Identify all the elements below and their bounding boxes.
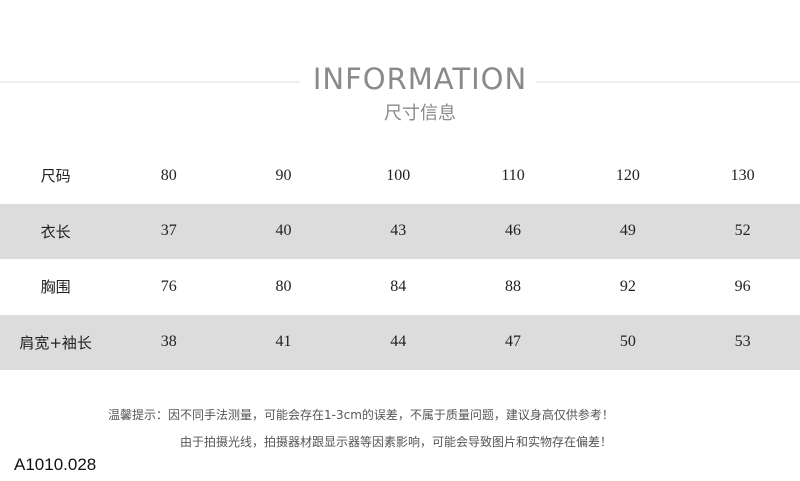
table-row: 胸围 76 80 84 88 92 96 (0, 259, 800, 315)
table-cell: 44 (390, 333, 407, 351)
row-label: 尺码 (40, 167, 71, 186)
note-line-2: 由于拍摄光线，拍摄器材跟显示器等因素影响，可能会导致图片和实物存在偏差！ (180, 435, 613, 449)
table-cell: 92 (619, 277, 636, 295)
table-cell: 52 (734, 222, 751, 240)
row-label: 肩宽+袖长 (19, 333, 92, 352)
note-line-1: 温馨提示：因不同手法测量，可能会存在1-3cm的误差，不属于质量问题，建议身高仅… (108, 408, 614, 422)
size-header-cell: 110 (501, 166, 525, 184)
size-header-cell: 80 (160, 166, 177, 184)
table-cell: 96 (734, 277, 751, 295)
table-cell: 53 (734, 333, 751, 351)
size-header-cell: 120 (615, 166, 640, 184)
row-label: 衣长 (40, 222, 71, 241)
table-header-row: 尺码 80 90 100 110 120 130 (0, 148, 800, 204)
title-divider-left (0, 81, 300, 83)
page-title: INFORMATION (312, 62, 528, 96)
table-row: 衣长 37 40 43 46 49 52 (0, 203, 800, 259)
row-label: 胸围 (40, 278, 71, 297)
table-cell: 80 (275, 277, 292, 295)
table-cell: 50 (619, 333, 636, 351)
table-cell: 41 (275, 333, 292, 351)
size-header-cell: 100 (386, 166, 411, 184)
table-cell: 76 (160, 277, 177, 295)
table-cell: 43 (390, 222, 407, 240)
size-header-cell: 90 (275, 166, 292, 184)
product-code: A1010.028 (14, 455, 97, 474)
title-divider-right (536, 81, 800, 83)
table-cell: 88 (505, 277, 522, 295)
table-cell: 49 (619, 222, 636, 240)
size-header-cell: 130 (730, 166, 755, 184)
table-cell: 84 (390, 277, 407, 295)
table-cell: 47 (505, 333, 522, 351)
table-cell: 37 (160, 222, 177, 240)
table-cell: 38 (160, 333, 177, 351)
page-subtitle: 尺寸信息 (384, 103, 456, 124)
table-row: 肩宽+袖长 38 41 44 47 50 53 (0, 314, 800, 370)
size-table: 尺码 80 90 100 110 120 130 衣长 37 40 43 46 49 52 胸围 76 80 84… (0, 148, 800, 370)
table-cell: 40 (275, 222, 292, 240)
table-cell: 46 (505, 222, 522, 240)
